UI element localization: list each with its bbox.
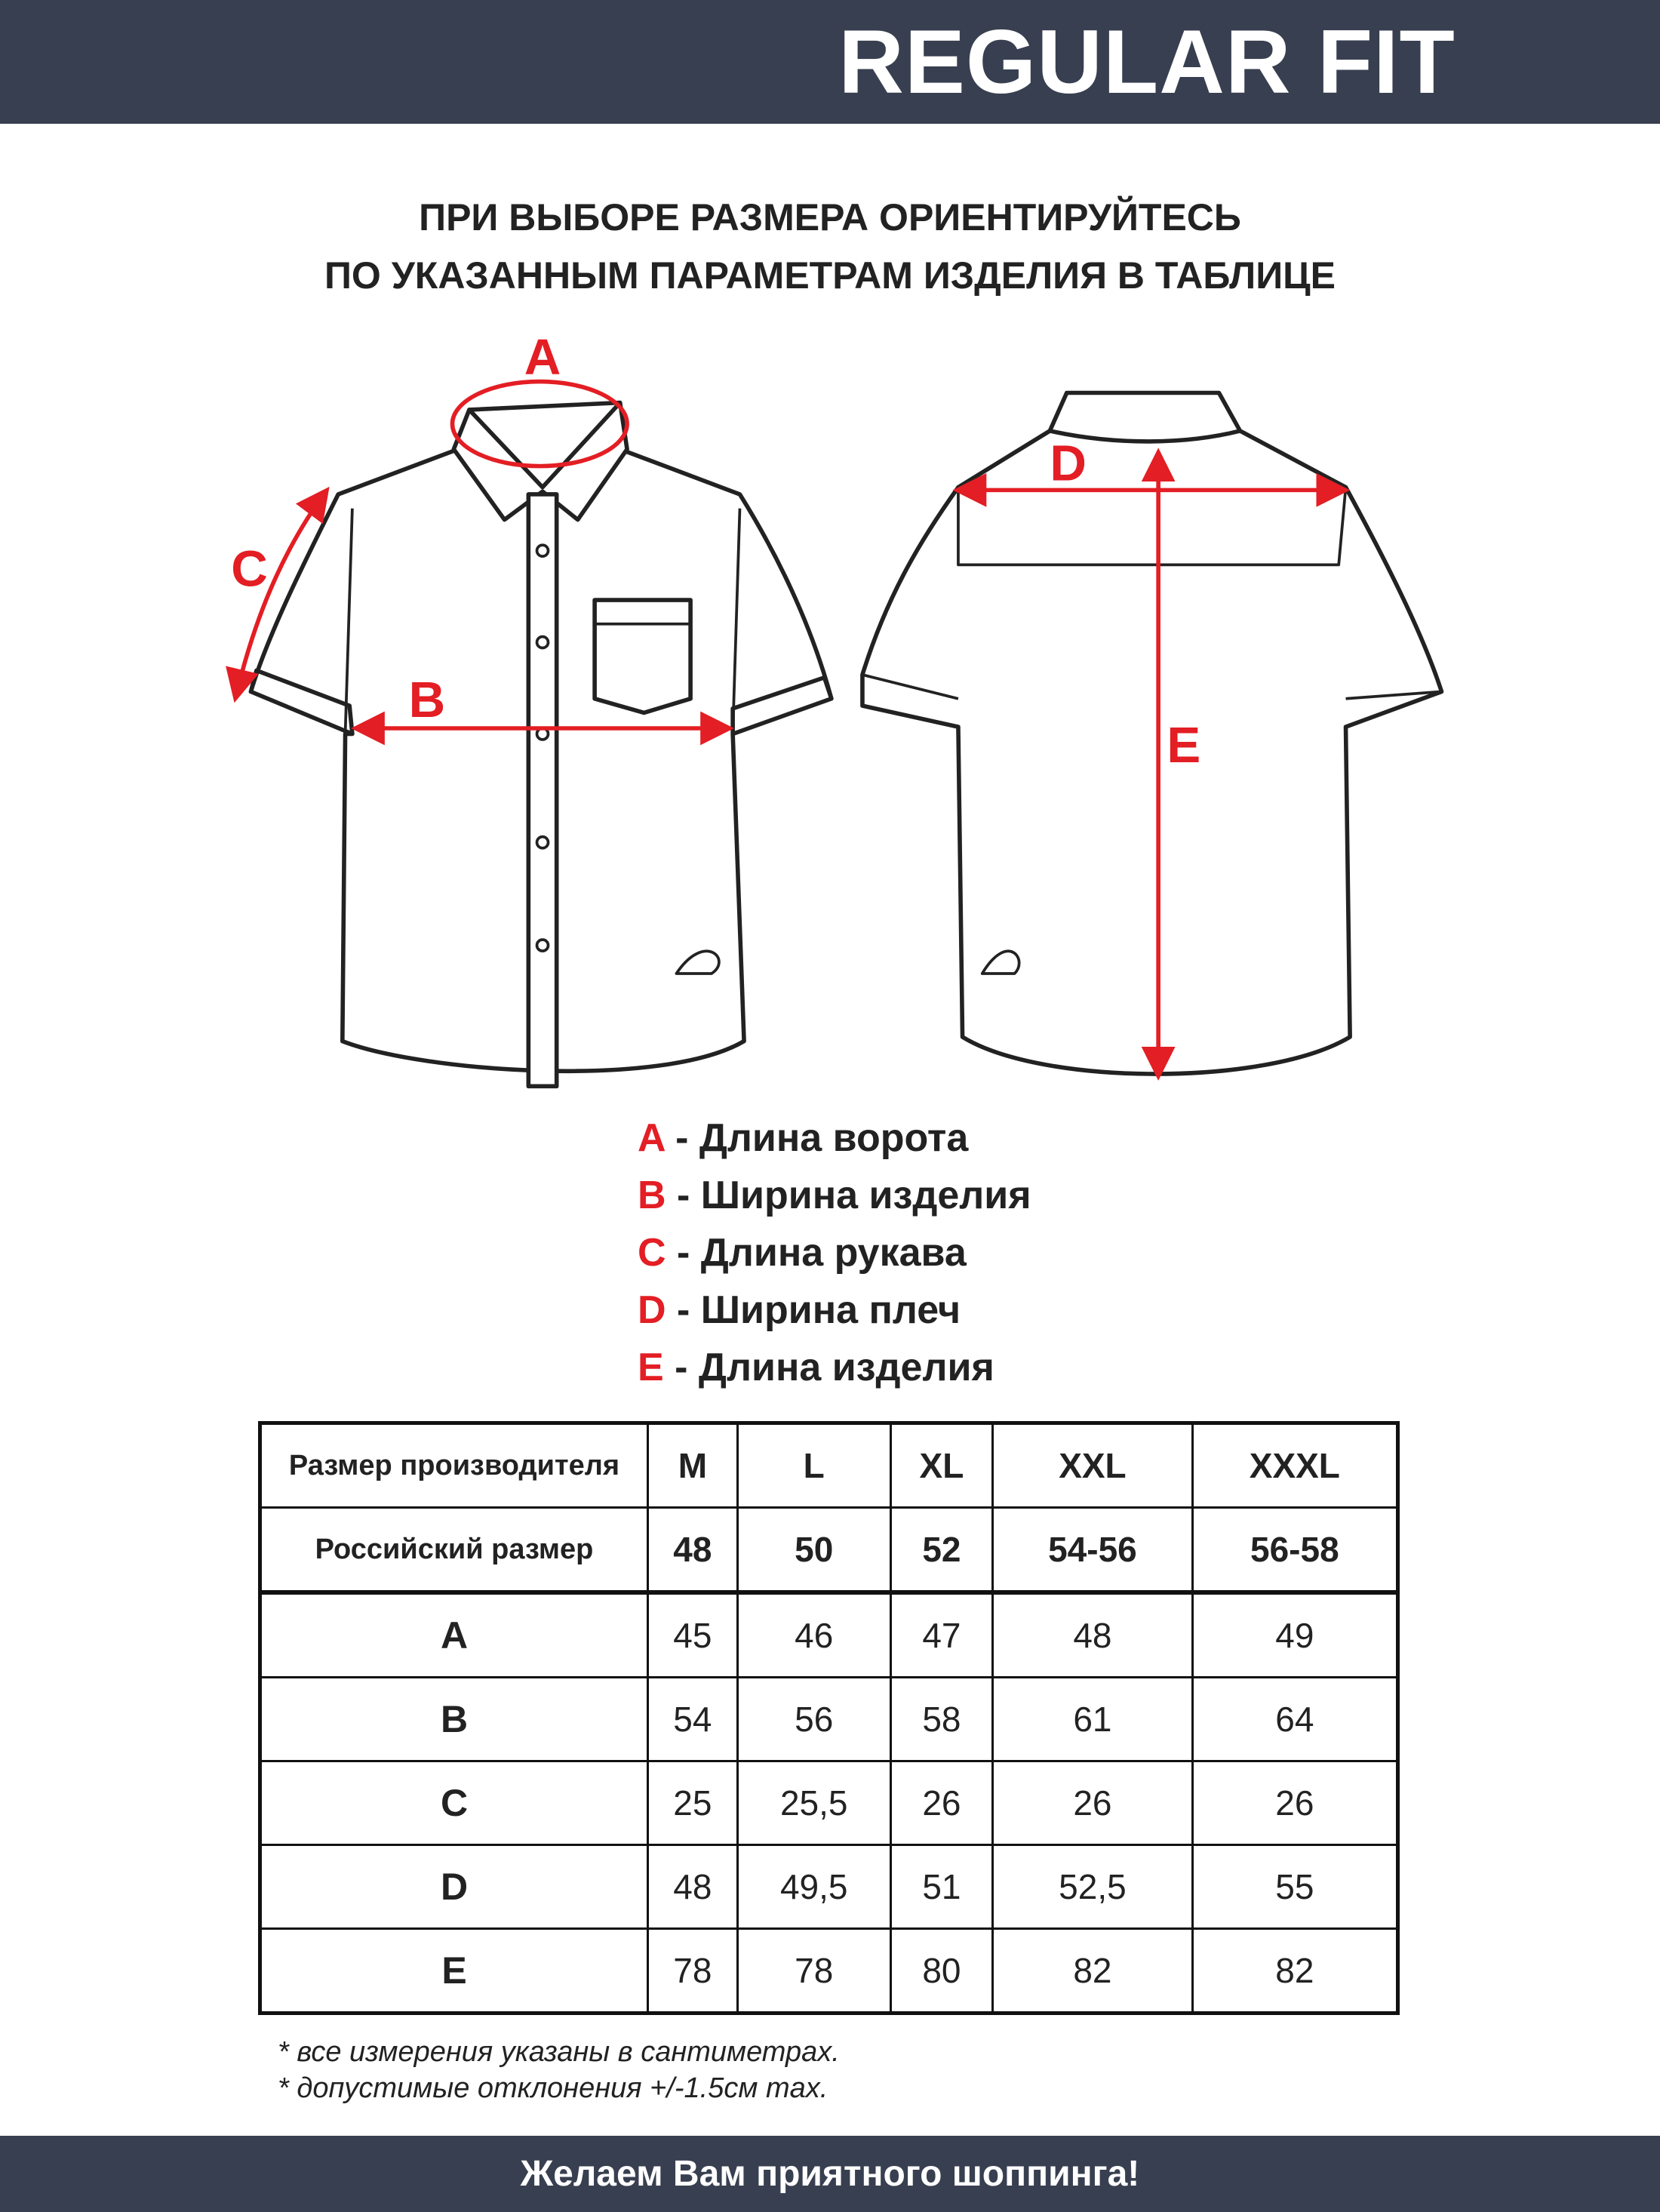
size-cell: XL — [889, 1422, 994, 1509]
label-a: A — [524, 329, 561, 386]
footnote: * допустимые отклонения +/-1.5см max. — [278, 2072, 828, 2104]
footer-text: Желаем Вам приятного шоппинга! — [520, 2154, 1140, 2194]
measure-letter: A — [259, 1591, 649, 1678]
measure-value: 25,5 — [736, 1760, 892, 1846]
measure-value: 49 — [1191, 1591, 1400, 1678]
legend-letter: B — [638, 1174, 666, 1217]
sleeve-measure-arrow — [226, 486, 330, 703]
legend-letter: D — [638, 1288, 666, 1332]
shirt-front-drawing — [248, 400, 834, 1089]
measure-value: 56 — [736, 1676, 892, 1762]
table-header-row: Размер производителя M L XL XXL XXXL — [259, 1422, 1400, 1509]
measure-value: 45 — [647, 1591, 739, 1678]
measure-value: 80 — [889, 1927, 994, 2014]
measure-value: 49,5 — [736, 1844, 892, 1930]
measure-value: 54 — [647, 1676, 739, 1762]
table-row: D 48 49,5 51 52,5 55 — [259, 1844, 1400, 1930]
legend-letter: E — [638, 1346, 664, 1389]
measure-value: 48 — [991, 1591, 1194, 1678]
measure-value: 78 — [647, 1927, 739, 2014]
legend-text: - Длина ворота — [664, 1116, 969, 1160]
legend-item: D - Ширина плеч — [638, 1281, 1031, 1339]
legend-text: - Длина рукава — [666, 1231, 967, 1275]
ru-size-cell: 52 — [889, 1506, 994, 1595]
header-banner: REGULAR FIT — [0, 0, 1660, 124]
table-row: B 54 56 58 61 64 — [259, 1676, 1400, 1762]
measure-value: 47 — [889, 1591, 994, 1678]
legend-text: - Длина изделия — [663, 1346, 994, 1389]
measurement-legend: A - Длина ворота B - Ширина изделия C - … — [638, 1109, 1031, 1396]
measure-value: 48 — [647, 1844, 739, 1930]
measure-letter: B — [259, 1676, 649, 1762]
ru-label: Российский размер — [259, 1506, 649, 1595]
shirt-back-drawing — [860, 390, 1444, 1076]
size-cell: L — [736, 1422, 892, 1509]
size-table: Размер производителя M L XL XXL XXXL Рос… — [258, 1421, 1400, 2015]
label-c: C — [231, 540, 268, 597]
ru-size-cell: 56-58 — [1191, 1506, 1400, 1595]
measure-value: 25 — [647, 1760, 739, 1846]
legend-item: E - Длина изделия — [638, 1339, 1031, 1396]
measure-letter: C — [259, 1760, 649, 1846]
measure-value: 61 — [991, 1676, 1194, 1762]
table-row: E 78 78 80 82 82 — [259, 1927, 1400, 2014]
legend-text: - Ширина изделия — [666, 1174, 1031, 1217]
table-row: A 45 46 47 48 49 — [259, 1591, 1400, 1678]
subtitle-line-2: ПО УКАЗАННЫМ ПАРАМЕТРАМ ИЗДЕЛИЯ В ТАБЛИЦ… — [324, 254, 1336, 297]
footnotes: * все измерения указаны в сантиметрах. *… — [278, 2034, 840, 2106]
measure-value: 82 — [991, 1927, 1194, 2014]
size-cell: XXXL — [1191, 1422, 1400, 1509]
table-ru-row: Российский размер 48 50 52 54-56 56-58 — [259, 1506, 1400, 1595]
legend-letter: A — [638, 1116, 665, 1160]
legend-text: - Ширина плеч — [666, 1288, 961, 1332]
measure-value: 46 — [736, 1591, 892, 1678]
label-e: E — [1167, 717, 1200, 774]
label-b: B — [409, 672, 446, 728]
legend-item: C - Длина рукава — [638, 1224, 1031, 1281]
table-row: C 25 25,5 26 26 26 — [259, 1760, 1400, 1846]
measure-value: 64 — [1191, 1676, 1400, 1762]
measure-value: 52,5 — [991, 1844, 1194, 1930]
subtitle-line-1: ПРИ ВЫБОРЕ РАЗМЕРА ОРИЕНТИРУЙТЕСЬ — [419, 196, 1241, 238]
measure-value: 82 — [1191, 1927, 1400, 2014]
measurement-marks — [226, 379, 1351, 1081]
legend-item: B - Ширина изделия — [638, 1167, 1031, 1224]
measure-value: 78 — [736, 1927, 892, 2014]
collar-measure-ellipse — [450, 379, 629, 469]
measure-value: 26 — [991, 1760, 1194, 1846]
measure-value: 55 — [1191, 1844, 1400, 1930]
footer-banner: Желаем Вам приятного шоппинга! — [0, 2136, 1660, 2212]
ru-size-cell: 54-56 — [991, 1506, 1194, 1595]
legend-letter: C — [638, 1231, 666, 1275]
footnote: * все измерения указаны в сантиметрах. — [278, 2036, 840, 2068]
measure-value: 26 — [1191, 1760, 1400, 1846]
measure-letter: E — [259, 1927, 649, 2014]
legend-item: A - Длина ворота — [638, 1109, 1031, 1167]
measure-letter: D — [259, 1844, 649, 1930]
ru-size-cell: 48 — [647, 1506, 739, 1595]
size-cell: M — [647, 1422, 739, 1509]
fit-title: REGULAR FIT — [838, 11, 1456, 112]
label-d: D — [1050, 435, 1087, 491]
header-label: Размер производителя — [259, 1422, 649, 1509]
measure-value: 51 — [889, 1844, 994, 1930]
measure-value: 58 — [889, 1676, 994, 1762]
ru-size-cell: 50 — [736, 1506, 892, 1595]
measure-value: 26 — [889, 1760, 994, 1846]
size-cell: XXL — [991, 1422, 1194, 1509]
